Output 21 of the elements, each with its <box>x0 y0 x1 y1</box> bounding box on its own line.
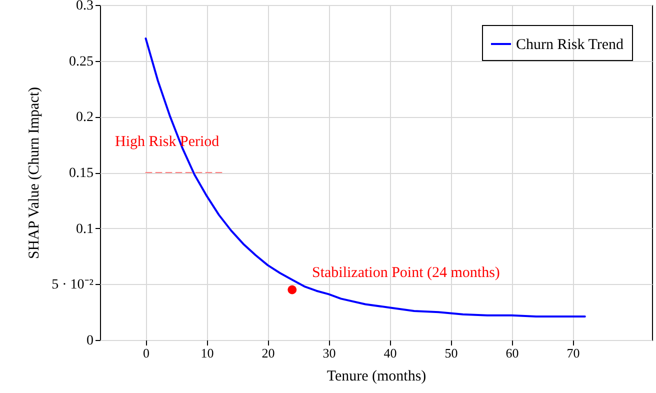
y-tick-label: 0.1 <box>76 222 94 237</box>
legend-label: Churn Risk Trend <box>516 37 624 53</box>
line-series <box>144 38 586 318</box>
y-tick-label: 0.2 <box>76 110 94 126</box>
y-tick-label: 0 <box>86 334 94 348</box>
x-tick-label: 0 <box>142 346 150 360</box>
x-tick-label: 10 <box>200 346 214 360</box>
y-tick-label: 0.15 <box>69 166 94 181</box>
x-tick-label: 40 <box>384 346 397 360</box>
annotation: High Risk Period <box>115 134 220 150</box>
y-tick-label: 0.25 <box>69 54 94 70</box>
annotation: Stabilization Point (24 months) <box>312 265 500 281</box>
y-axis-title: SHAP Value (Churn Impact) <box>26 86 43 260</box>
x-axis-title: Tenure (months) <box>326 368 426 384</box>
x-tick-label: 70 <box>566 346 580 360</box>
y-tick-label: 0.3 <box>76 0 94 14</box>
x-tick-label: 50 <box>444 346 458 360</box>
x-tick-label: 30 <box>322 346 336 360</box>
y-tick-label: 5 · 10⁻² <box>52 278 94 293</box>
x-tick-label: 60 <box>506 346 519 360</box>
x-tick-label: 20 <box>262 346 275 360</box>
